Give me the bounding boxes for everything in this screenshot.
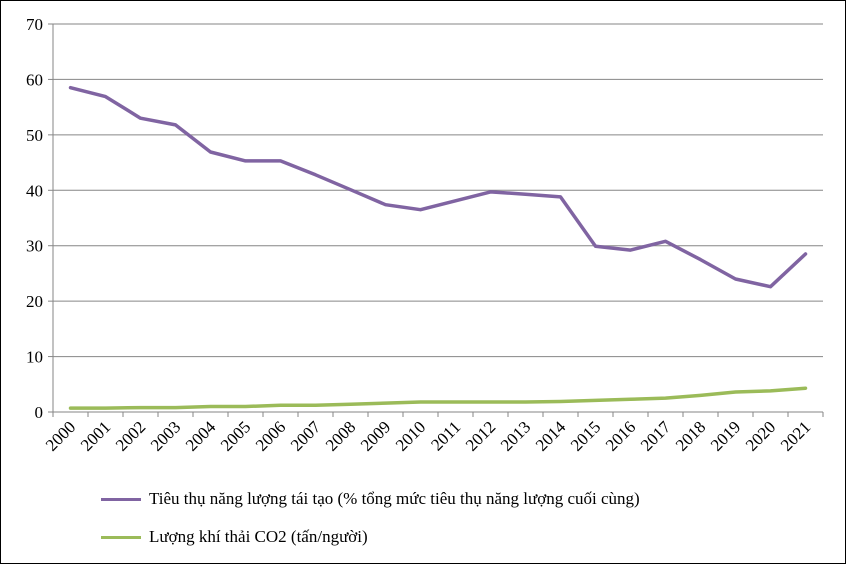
x-tick-labels: 2000200120022003200420052006200720082009… xyxy=(42,417,814,455)
legend-swatch-renewable xyxy=(101,497,141,501)
x-tick-label: 2005 xyxy=(217,417,254,454)
x-tick-label: 2019 xyxy=(707,417,744,454)
x-tick-label: 2018 xyxy=(672,417,709,454)
gridlines xyxy=(53,23,823,358)
x-tick-label: 2015 xyxy=(567,417,604,454)
y-tick-label: 30 xyxy=(26,237,43,256)
series-lines xyxy=(68,85,808,410)
legend-label-renewable: Tiêu thụ năng lượng tái tạo (% tổng mức … xyxy=(149,489,640,508)
y-tick-label: 0 xyxy=(35,403,44,422)
y-tick-label: 10 xyxy=(26,348,43,367)
x-tick-label: 2021 xyxy=(777,417,814,454)
y-tick-labels: 0 10 20 30 40 50 60 70 xyxy=(26,15,43,422)
y-tick-label: 60 xyxy=(26,70,43,89)
x-tick-label: 2006 xyxy=(252,417,289,454)
x-tick-label: 2002 xyxy=(112,417,149,454)
y-tick-label: 20 xyxy=(26,292,43,311)
x-tick-label: 2017 xyxy=(637,417,675,455)
series-line-renewable xyxy=(68,85,808,289)
x-tick-label: 2001 xyxy=(77,417,114,454)
x-tick-label: 2008 xyxy=(322,417,359,454)
x-tick-label: 2003 xyxy=(147,417,184,454)
x-tick-label: 2012 xyxy=(462,417,499,454)
x-tick-label: 2011 xyxy=(427,417,464,454)
x-tick-label: 2010 xyxy=(392,417,429,454)
x-tick-label: 2009 xyxy=(357,417,394,454)
x-tick-label: 2014 xyxy=(532,417,570,455)
legend-swatch-co2 xyxy=(101,535,141,539)
y-tick-label: 50 xyxy=(26,126,43,145)
x-tick-label: 2004 xyxy=(182,417,220,455)
x-tick-label: 2016 xyxy=(602,417,639,454)
y-tick-label: 40 xyxy=(26,181,43,200)
series-line-co2 xyxy=(68,386,808,410)
x-tick-label: 2020 xyxy=(742,417,779,454)
y-tick-label: 70 xyxy=(26,15,43,34)
x-tick-label: 2000 xyxy=(42,417,79,454)
x-tick-label: 2013 xyxy=(497,417,534,454)
x-tick-label: 2007 xyxy=(287,417,325,455)
legend-item-co2: Lượng khí thải CO2 (tấn/người) xyxy=(101,527,368,547)
legend-item-renewable: Tiêu thụ năng lượng tái tạo (% tổng mức … xyxy=(101,489,640,509)
axes xyxy=(48,23,824,417)
legend-label-co2: Lượng khí thải CO2 (tấn/người) xyxy=(149,527,368,546)
